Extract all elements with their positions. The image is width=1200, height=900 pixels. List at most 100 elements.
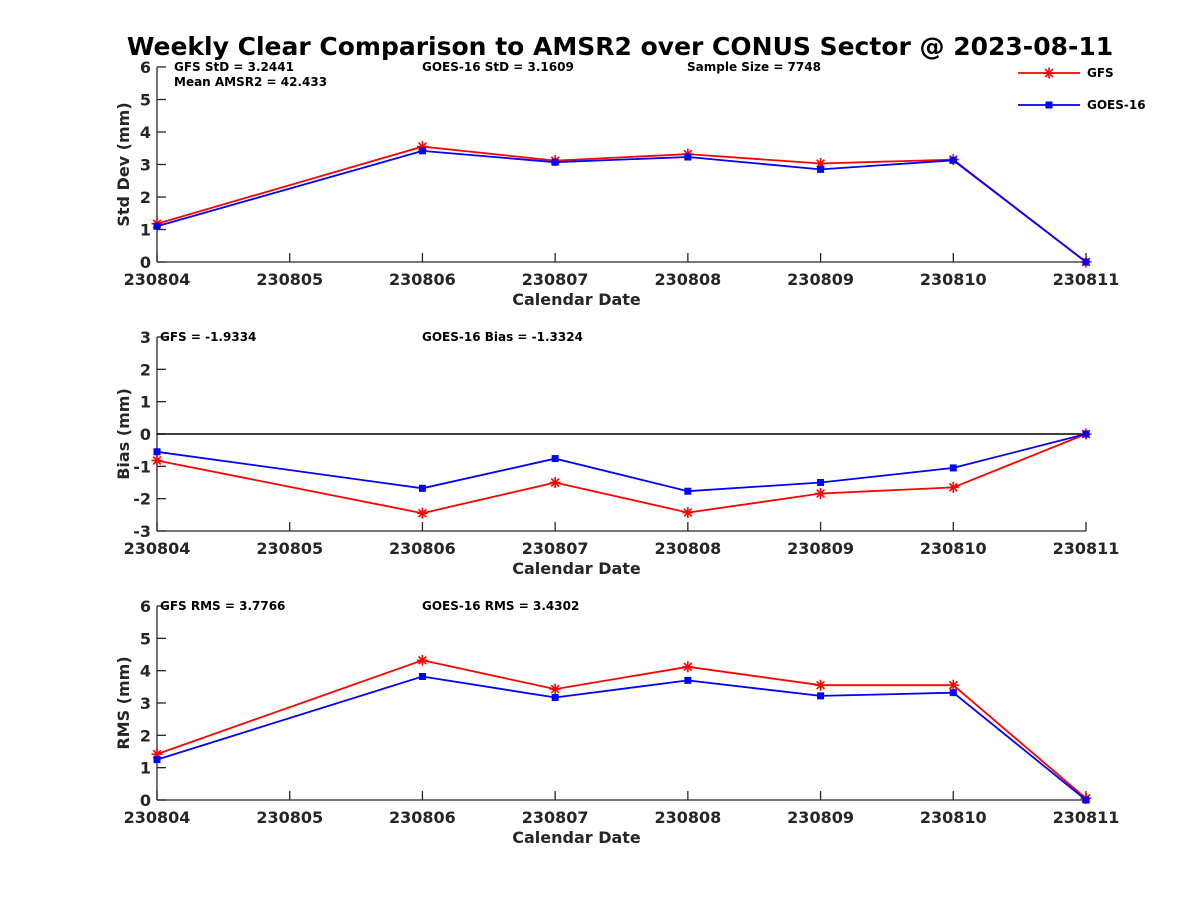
x-tick-label: 230806: [389, 539, 456, 558]
data-point: [817, 692, 825, 700]
x-tick-label: 230805: [256, 539, 323, 558]
data-point: [1082, 796, 1090, 804]
stat-annotation: Sample Size = 7748: [687, 60, 821, 74]
stat-annotation: GOES-16 Bias = -1.3324: [422, 330, 583, 344]
y-tick-label: 3: [140, 328, 151, 347]
chart-title: Weekly Clear Comparison to AMSR2 over CO…: [127, 32, 1113, 61]
y-tick-label: -1: [133, 457, 151, 476]
x-tick-label: 230808: [654, 270, 721, 289]
y-tick-label: 3: [140, 694, 151, 713]
legend-marker: [1043, 67, 1055, 79]
stat-annotation: GOES-16 StD = 3.1609: [422, 60, 574, 74]
data-point: [416, 654, 428, 666]
data-point: [817, 165, 825, 173]
y-tick-label: 3: [140, 156, 151, 175]
y-tick-label: 5: [140, 91, 151, 110]
data-point: [1082, 430, 1090, 438]
x-axis-label: Calendar Date: [512, 559, 641, 578]
y-axis-label: Std Dev (mm): [114, 102, 133, 226]
x-axis-label: Calendar Date: [512, 828, 641, 847]
y-tick-label: 0: [140, 253, 151, 272]
x-tick-label: 230806: [389, 270, 456, 289]
legend-marker: [1045, 101, 1053, 109]
series-line: [156, 433, 1087, 493]
x-tick-label: 230804: [124, 539, 191, 558]
panels: 230804 230805 230806 230807 230808 230809 2308…: [114, 58, 1119, 847]
x-tick-label: 230807: [522, 808, 589, 827]
y-tick-label: 5: [140, 629, 151, 648]
x-tick-label: 230805: [256, 808, 323, 827]
data-point: [949, 156, 957, 164]
x-tick-label: 230804: [124, 270, 191, 289]
y-tick-label: 0: [140, 791, 151, 810]
x-tick-label: 230808: [654, 539, 721, 558]
x-tick-label: 230809: [787, 539, 854, 558]
x-tick-label: 230810: [920, 270, 987, 289]
y-axis-label: Bias (mm): [114, 388, 133, 480]
y-tick-label: 1: [140, 393, 151, 412]
legend-label: GOES-16: [1087, 98, 1146, 112]
data-point: [153, 448, 161, 456]
stat-annotation: Mean AMSR2 = 42.433: [174, 75, 327, 89]
data-point: [153, 222, 161, 230]
series-line: [156, 433, 1087, 515]
x-tick-label: 230807: [522, 270, 589, 289]
data-point: [817, 479, 825, 486]
series-line: [156, 145, 1087, 263]
x-tick-label: 230810: [920, 539, 987, 558]
y-tick-label: 4: [140, 123, 151, 142]
y-tick-label: 0: [140, 425, 151, 444]
data-point: [418, 147, 426, 155]
series-goes-16: [153, 147, 1090, 266]
data-point: [947, 679, 959, 691]
stat-annotation: GFS = -1.9334: [160, 330, 256, 344]
data-point: [418, 672, 426, 680]
data-point: [551, 455, 559, 463]
stat-annotation: GFS StD = 3.2441: [174, 60, 294, 74]
data-point: [549, 477, 561, 488]
x-tick-label: 230807: [522, 539, 589, 558]
chart-panel: 230804 230805 230806 230807 230808 230809 2308…: [114, 597, 1119, 847]
data-point: [151, 455, 163, 467]
x-tick-label: 230806: [389, 808, 456, 827]
x-tick-label: 230809: [787, 270, 854, 289]
y-tick-label: 6: [140, 58, 151, 77]
data-point: [684, 676, 692, 684]
y-tick-label: 2: [140, 360, 151, 379]
series-line: [156, 675, 1087, 801]
y-tick-label: 1: [140, 759, 151, 778]
series-gfs: [151, 654, 1092, 804]
x-tick-label: 230811: [1053, 539, 1120, 558]
y-tick-label: 1: [140, 221, 151, 240]
x-tick-label: 230804: [124, 808, 191, 827]
data-point: [947, 481, 959, 493]
x-tick-label: 230808: [654, 808, 721, 827]
series-gfs: [151, 428, 1092, 519]
chart-panel: 230804 230805 230806 230807 230808 230809 2308…: [114, 328, 1119, 578]
data-point: [551, 694, 559, 702]
data-point: [153, 756, 161, 764]
data-point: [1082, 258, 1090, 266]
data-point: [551, 158, 559, 166]
series-line: [156, 149, 1087, 263]
y-tick-label: -2: [133, 490, 151, 509]
series-goes-16: [153, 672, 1090, 804]
data-point: [418, 484, 426, 492]
data-point: [682, 661, 694, 673]
series-line: [156, 659, 1087, 800]
stat-annotation: GFS RMS = 3.7766: [160, 599, 285, 613]
y-tick-label: -3: [133, 522, 151, 541]
y-tick-label: 2: [140, 188, 151, 207]
data-point: [949, 689, 957, 697]
data-point: [682, 507, 694, 519]
data-point: [684, 153, 692, 161]
y-tick-label: 4: [140, 662, 151, 681]
x-tick-label: 230809: [787, 808, 854, 827]
series-goes-16: [153, 430, 1090, 495]
legend: GFS GOES-16: [1018, 66, 1146, 112]
legend-item-goes-16: GOES-16: [1018, 98, 1146, 112]
y-tick-label: 6: [140, 597, 151, 616]
data-point: [815, 679, 827, 691]
data-point: [684, 487, 692, 495]
